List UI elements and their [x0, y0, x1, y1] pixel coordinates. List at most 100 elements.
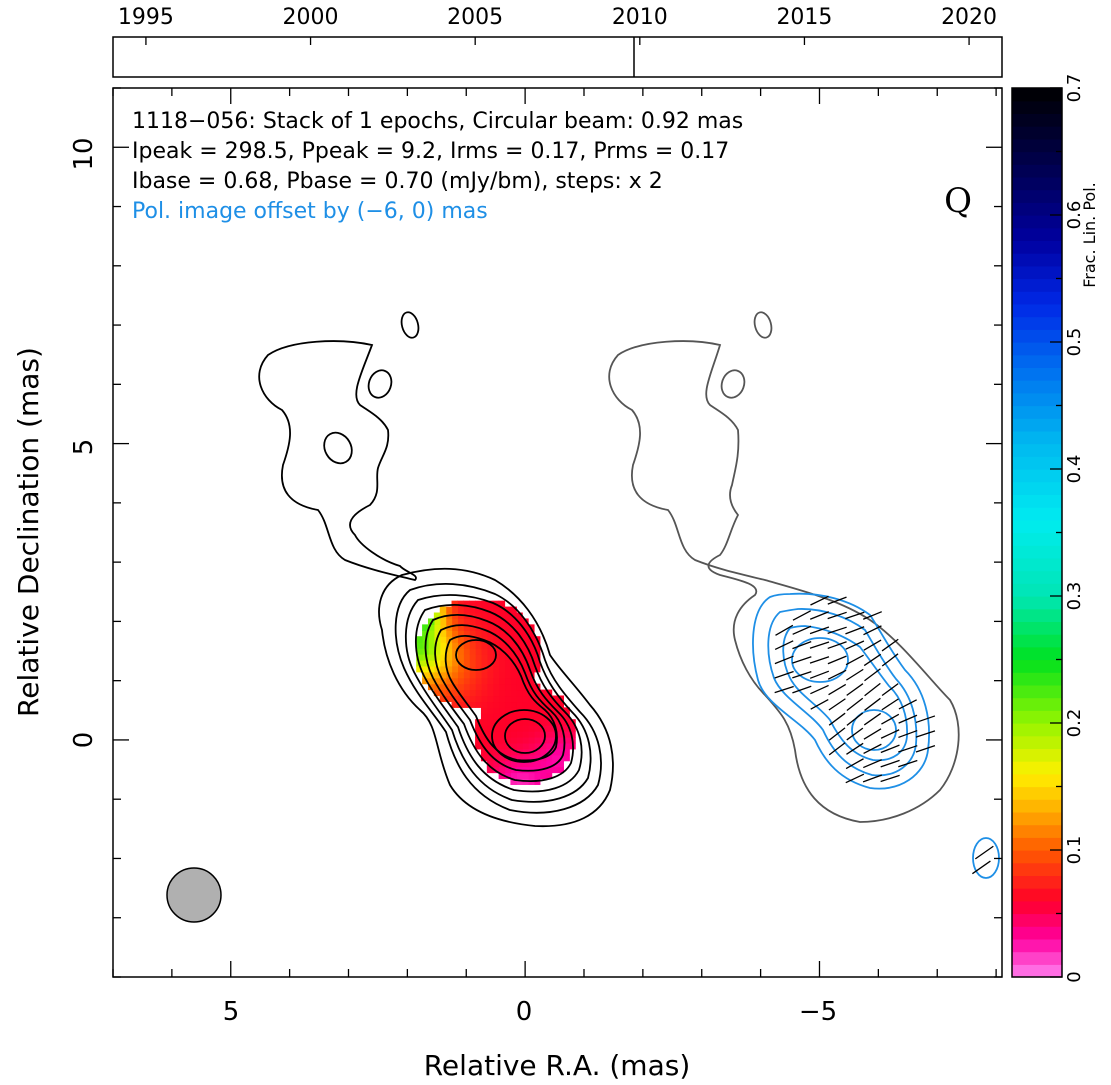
fpol-pixel	[439, 653, 447, 661]
colorbar-step	[1012, 913, 1062, 927]
fpol-pixel	[533, 731, 541, 738]
fpol-pixel	[551, 748, 559, 756]
fpol-pixel	[469, 659, 476, 667]
fpol-pixel	[492, 695, 500, 703]
fpol-pixel	[528, 754, 535, 762]
fpol-pixel	[480, 659, 488, 667]
stokes-i-contour-5	[424, 613, 574, 782]
fpol-pixel	[504, 659, 512, 667]
fpol-pixel	[510, 701, 517, 708]
fpol-pixel	[498, 725, 506, 732]
fpol-pixel	[439, 648, 447, 655]
fpol-pixel	[475, 742, 482, 750]
stokes-i-contour-2	[394, 583, 602, 814]
fpol-pixel	[498, 719, 506, 726]
fpol-pixel	[445, 695, 453, 703]
fpol-pixel	[480, 600, 488, 608]
fpol-pixel	[528, 731, 535, 738]
fpol-pixel	[557, 760, 564, 768]
colorbar-step	[1012, 684, 1062, 699]
fpol-pixel	[557, 719, 564, 726]
colorbar-tick-labels: 0 0.1 0.2 0.3 0.4 0.5 0.6 0.7	[1064, 74, 1085, 983]
fpol-pixel	[475, 731, 482, 738]
fpol-pixel	[480, 725, 488, 732]
fpol-pixel	[463, 630, 470, 637]
fpol-pixel	[522, 648, 529, 655]
fpol-pixel	[528, 701, 535, 708]
colorbar-step	[1012, 88, 1062, 102]
fpol-pixel	[563, 736, 570, 744]
fpol-pixel	[510, 760, 517, 768]
pol-total-outer-contour	[608, 340, 960, 823]
colorbar-step	[1012, 621, 1062, 635]
fpol-pixel	[433, 618, 441, 625]
fpol-pixel	[469, 624, 476, 631]
fpol-pixel	[486, 766, 494, 774]
fpol-pixel	[533, 772, 541, 780]
fpol-pixel	[504, 671, 512, 679]
fpol-pixel	[492, 731, 500, 738]
fpol-pixel	[516, 624, 523, 631]
evpa-tick	[846, 742, 864, 755]
fpol-pixel	[557, 701, 564, 708]
fpol-pixel	[510, 772, 517, 780]
fpol-pixel	[510, 695, 517, 703]
evpa-tick	[881, 638, 899, 652]
colorbar-step	[1012, 456, 1062, 470]
fpol-pixel	[498, 624, 506, 631]
fpol-pixel	[516, 677, 523, 685]
colorbar-step	[1012, 723, 1062, 737]
fpol-pixel	[539, 736, 547, 744]
colorbar-step	[1012, 875, 1062, 889]
fpol-pixel	[557, 742, 564, 750]
fpol-pixel	[510, 736, 517, 744]
fpol-pixel	[522, 665, 529, 673]
fpol-pixel	[422, 624, 429, 631]
colorbar-step	[1012, 367, 1062, 381]
evpa-tick	[863, 728, 882, 740]
fpol-pixel	[486, 748, 494, 756]
fpol-pixel	[528, 719, 535, 726]
colorbar-step	[1012, 265, 1062, 280]
fpol-pixel	[510, 618, 517, 625]
fpol-pixel	[528, 659, 535, 667]
fpol-pixel	[504, 719, 512, 726]
fpol-pixel	[498, 683, 506, 691]
fpol-pixel	[516, 760, 523, 768]
colorbar-step	[1012, 507, 1062, 521]
colorbar-step	[1012, 227, 1062, 241]
fpol-pixel	[475, 689, 482, 697]
evpa-tick	[881, 683, 899, 697]
evpa-tick	[845, 611, 865, 620]
evpa-tick	[881, 653, 899, 667]
fpol-pixel	[557, 725, 564, 732]
fpol-pixel	[533, 725, 541, 732]
evpa-tick	[864, 697, 881, 711]
fpol-pixel	[563, 725, 570, 732]
colorbar-step	[1012, 735, 1062, 749]
fpol-pixel	[498, 748, 506, 756]
fpol-pixel	[545, 736, 553, 744]
fpol-pixel	[510, 778, 517, 785]
fpol-pixel	[551, 713, 559, 720]
fpol-pixel	[528, 760, 535, 768]
fpol-pixel	[492, 689, 500, 697]
fpol-pixel	[486, 606, 494, 614]
fpol-pixel	[445, 677, 453, 685]
fpol-pixel	[463, 695, 470, 703]
fpol-pixel	[486, 707, 494, 714]
fpol-pixel	[557, 748, 564, 756]
colorbar-step	[1012, 202, 1062, 216]
fpol-pixel	[533, 754, 541, 762]
evpa-tick	[809, 626, 830, 635]
colorbar-step	[1012, 811, 1062, 826]
fpol-pixel	[510, 642, 517, 649]
fpol-pixel	[533, 713, 541, 720]
fpol-pixel	[516, 778, 523, 785]
colorbar-step	[1012, 824, 1062, 838]
colorbar-step	[1012, 253, 1062, 267]
fpol-pixel	[439, 695, 447, 703]
fpol-pixel	[533, 748, 541, 756]
fpol-pixel	[480, 671, 488, 679]
colorbar-step	[1012, 342, 1062, 356]
